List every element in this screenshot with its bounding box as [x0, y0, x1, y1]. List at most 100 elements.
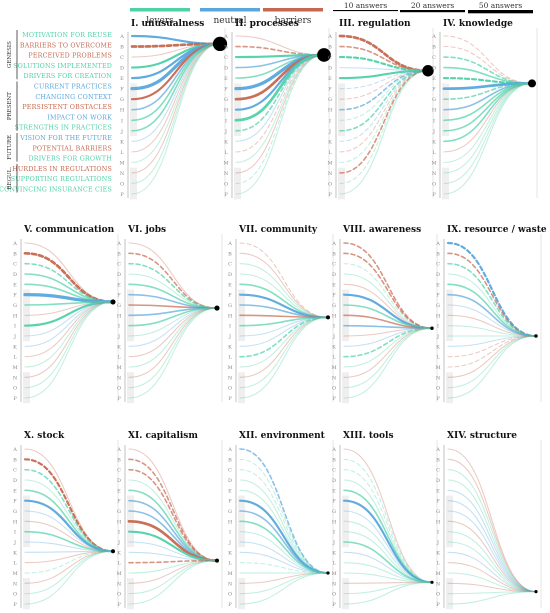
axis-letter-J: J	[328, 129, 331, 135]
flow-A	[239, 448, 329, 574]
axis-letter-K: K	[432, 139, 436, 145]
flow-I	[447, 325, 537, 337]
flow-E	[447, 283, 537, 337]
flow-J	[447, 541, 537, 593]
axis-letter-E: E	[436, 282, 440, 288]
group-label-3: REGUL.	[7, 167, 13, 190]
flow-F	[342, 293, 434, 330]
flow-B	[343, 458, 433, 583]
theme-title-11: XI. capitalism	[128, 431, 198, 441]
axis-letter-N: N	[120, 171, 125, 177]
axis-letter-K: K	[117, 550, 121, 556]
theme-title-5: V. communication	[23, 225, 115, 235]
flow-G	[343, 510, 433, 583]
group-band	[238, 578, 245, 610]
axis-letter-N: N	[328, 171, 333, 177]
axis-letter-B: B	[332, 251, 336, 257]
axis-letter-L: L	[117, 355, 121, 361]
flow-D	[447, 479, 537, 593]
flow-J	[128, 307, 218, 337]
flow-M	[443, 82, 533, 163]
axis-letter-D: D	[13, 272, 17, 278]
axis-letter-P: P	[228, 396, 232, 402]
axis-letter-F: F	[224, 87, 228, 93]
axis-letter-A: A	[227, 447, 232, 453]
axis-letter-A: A	[331, 447, 336, 453]
flow-K	[24, 550, 114, 553]
flow-P	[343, 327, 433, 399]
flow-C	[447, 262, 537, 337]
axis-letter-I: I	[437, 530, 439, 536]
axis-letter-O: O	[117, 386, 121, 392]
axis-letter-M: M	[116, 571, 121, 577]
flow-H	[127, 519, 219, 562]
axis-letter-J: J	[436, 540, 439, 546]
axis-letter-D: D	[228, 272, 232, 278]
flow-G	[447, 510, 537, 593]
axis-letter-A: A	[331, 241, 336, 247]
axis-letter-A: A	[12, 241, 17, 247]
axis-letter-G: G	[332, 509, 336, 515]
axis-letter-L: L	[332, 561, 336, 567]
flow-F	[342, 499, 434, 584]
flow-K	[443, 82, 533, 143]
axis-letter-C: C	[436, 262, 440, 268]
axis-letter-G: G	[224, 97, 228, 103]
axis-letter-M: M	[223, 160, 228, 166]
flow-E	[338, 69, 430, 80]
group-band	[23, 578, 30, 610]
flow-B	[239, 252, 329, 318]
flow-K	[128, 307, 218, 347]
axis-letter-K: K	[328, 139, 332, 145]
flow-A	[130, 34, 222, 45]
legend-size-label: 10 answers	[344, 1, 388, 10]
category-label-I: IMPACT ON WORK	[47, 114, 112, 121]
axis-letter-N: N	[117, 581, 122, 587]
axis-letter-J: J	[228, 334, 231, 340]
axis-letter-J: J	[13, 540, 16, 546]
flow-P	[131, 43, 221, 195]
flow-E	[128, 489, 218, 562]
flow-N	[339, 69, 429, 174]
axis-letter-H: H	[328, 108, 333, 114]
category-label-M: DRIVERS FOR GROWTH	[29, 156, 113, 163]
flow-K	[131, 43, 221, 142]
axis-letter-D: D	[432, 66, 436, 72]
flow-N	[447, 582, 537, 593]
flow-A	[235, 35, 325, 56]
axis-letter-C: C	[120, 55, 124, 61]
theme-node-3	[422, 65, 434, 77]
axis-letter-H: H	[436, 519, 441, 525]
axis-letter-L: L	[120, 150, 124, 156]
flow-M	[128, 307, 218, 368]
axis-letter-C: C	[436, 468, 440, 474]
flow-I	[239, 316, 329, 327]
axis-letter-N: N	[228, 581, 233, 587]
axis-letter-P: P	[332, 602, 336, 608]
flow-I	[343, 324, 433, 330]
axis-letter-I: I	[229, 324, 231, 330]
flow-J	[343, 327, 433, 337]
theme-title-4: IV. knowledge	[443, 19, 513, 29]
axis-letter-B: B	[13, 457, 17, 463]
flow-E	[447, 489, 537, 593]
axis-letter-I: I	[121, 118, 123, 124]
flow-P	[235, 54, 325, 195]
axis-letter-M: M	[227, 571, 232, 577]
axis-letter-I: I	[437, 324, 439, 330]
axis-letter-I: I	[14, 530, 16, 536]
group-band	[23, 495, 30, 548]
flow-D	[128, 273, 218, 309]
axis-letter-N: N	[13, 581, 18, 587]
flow-A	[343, 448, 433, 583]
axis-letter-F: F	[436, 499, 440, 505]
flow-L	[443, 82, 533, 153]
theme-node-11	[215, 558, 219, 563]
flow-F	[447, 293, 537, 337]
axis-letter-L: L	[228, 355, 232, 361]
axis-letter-N: N	[117, 375, 122, 381]
